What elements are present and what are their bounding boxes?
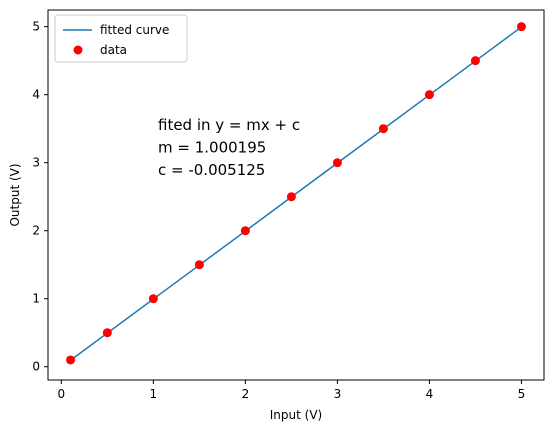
annotation-text: c = -0.005125	[158, 161, 265, 179]
legend-label-fitted-curve: fitted curve	[100, 23, 169, 37]
y-axis-label: Output (V)	[8, 163, 22, 226]
data-point	[194, 260, 204, 270]
data-point	[148, 294, 158, 304]
y-tick-label: 2	[32, 224, 40, 238]
legend: fitted curve data	[54, 14, 188, 63]
x-axis-label: Input (V)	[270, 408, 322, 422]
data-point	[102, 328, 112, 338]
x-tick-label: 2	[242, 387, 250, 401]
legend-marker-swatch	[73, 45, 83, 55]
y-tick-label: 5	[32, 20, 40, 34]
x-axis: 0 1 2 3 4 5	[58, 380, 526, 401]
data-point	[470, 56, 480, 66]
data-point	[378, 124, 388, 134]
x-tick-label: 3	[334, 387, 342, 401]
x-tick-label: 0	[58, 387, 66, 401]
x-tick-label: 1	[150, 387, 158, 401]
data-point	[332, 158, 342, 168]
y-tick-label: 3	[32, 156, 40, 170]
x-tick-label: 5	[518, 387, 526, 401]
legend-box	[54, 14, 188, 63]
data-point	[286, 192, 296, 202]
x-tick-label: 4	[426, 387, 434, 401]
annotation-text: m = 1.000195	[158, 139, 266, 157]
data-point	[424, 90, 434, 100]
plot-area: fited in y = mx + c m = 1.000195 c = -0.00…	[47, 9, 545, 381]
annotation-layer: fited in y = mx + c m = 1.000195 c = -0.00…	[158, 116, 300, 179]
y-tick-label: 0	[32, 360, 40, 374]
series-layer	[66, 22, 526, 365]
legend-label-data: data	[100, 43, 127, 57]
data-point	[516, 22, 526, 32]
data-point	[240, 226, 250, 236]
y-tick-label: 1	[32, 292, 40, 306]
data-point	[66, 355, 76, 365]
y-tick-label: 4	[32, 88, 40, 102]
annotation-text: fited in y = mx + c	[158, 116, 300, 134]
y-axis: 0 1 2 3 4 5	[32, 20, 48, 374]
